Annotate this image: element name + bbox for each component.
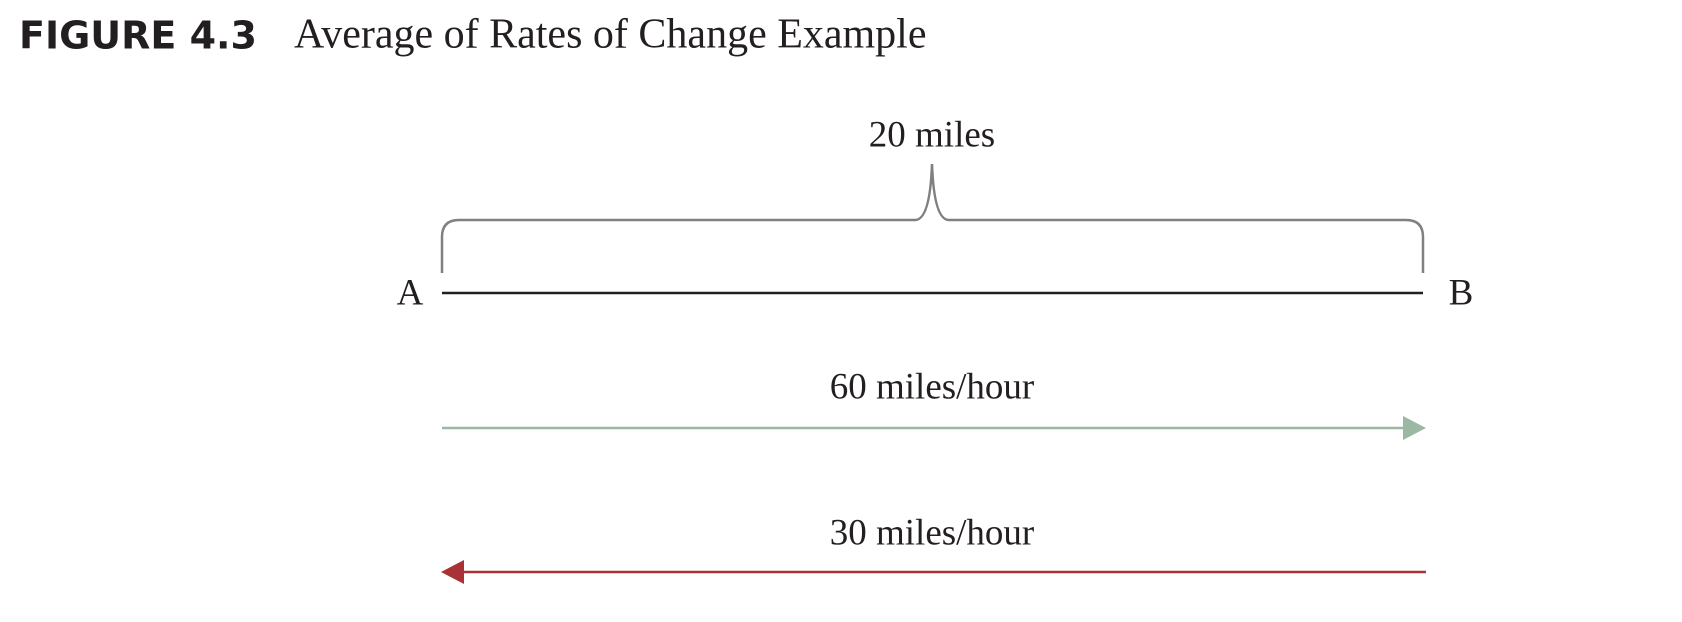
- arrow-head: [441, 560, 464, 584]
- point-a: A: [397, 272, 424, 313]
- arrow-head: [1403, 416, 1426, 440]
- point-b: B: [1449, 272, 1474, 313]
- distance-label: 20 miles: [869, 114, 995, 155]
- brace: [440, 163, 1425, 273]
- arrow-label: 60 miles/hour: [830, 366, 1035, 407]
- arrow-label: 30 miles/hour: [830, 512, 1035, 553]
- figure-title: Average of Rates of Change Example: [294, 12, 926, 58]
- figure-label: FIGURE 4.3: [19, 14, 257, 58]
